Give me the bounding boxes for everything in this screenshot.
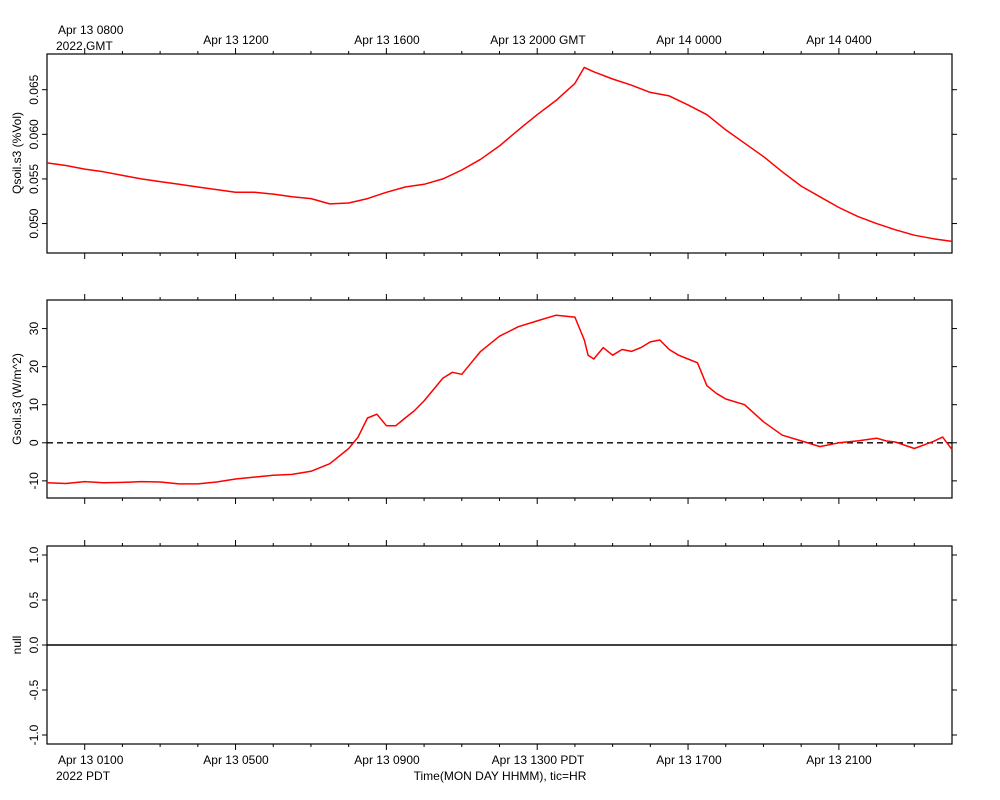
y-tick-label: 20 bbox=[27, 360, 41, 374]
panel-null: null -1.0 -0.5 0.0 0.5 1.0 bbox=[10, 540, 957, 750]
top-axis-label: Apr 13 1200 bbox=[203, 33, 269, 47]
y-tick-label: 1.0 bbox=[27, 546, 41, 563]
y-tick-label: 0.060 bbox=[27, 119, 41, 149]
series-line bbox=[46, 314, 953, 485]
top-axis-label: Apr 14 0400 bbox=[806, 33, 872, 47]
top-axis-labels: Apr 13 0800 2022 GMT Apr 13 1200 Apr 13 … bbox=[56, 23, 872, 53]
y-tick-label: 0.055 bbox=[27, 164, 41, 194]
y-tick-label: 0 bbox=[27, 439, 41, 446]
y-tick-label: -10 bbox=[27, 472, 41, 490]
bottom-axis-label: Apr 13 1300 PDT bbox=[492, 753, 585, 767]
y-tick-label: 0.065 bbox=[27, 74, 41, 104]
bottom-axis-label: Apr 13 0900 bbox=[354, 753, 420, 767]
x-axis-title: Time(MON DAY HHMM), tic=HR bbox=[414, 769, 587, 783]
panel-soil-moisture: Qsoil.s3 (%Vol) 0.050 0.055 0.060 0.065 bbox=[10, 48, 957, 259]
panel-soil-heat-flux: Gsoil.s3 (W/m^2) -10 0 10 20 30 bbox=[10, 294, 957, 504]
bottom-axis-label: Apr 13 2100 bbox=[806, 753, 872, 767]
top-axis-label: Apr 13 1600 bbox=[354, 33, 420, 47]
y-tick-label: -1.0 bbox=[27, 724, 41, 745]
bottom-axis-labels: Apr 13 0100 2022 PDT Apr 13 0500 Apr 13 … bbox=[56, 753, 872, 783]
y-tick-label: 0.5 bbox=[27, 591, 41, 608]
y-axis-title: Gsoil.s3 (W/m^2) bbox=[10, 353, 24, 445]
top-axis-label: Apr 14 0000 bbox=[656, 33, 722, 47]
y-tick-label: 0.0 bbox=[27, 636, 41, 653]
y-tick-label: 10 bbox=[27, 398, 41, 412]
y-tick-label: 0.050 bbox=[27, 208, 41, 238]
bottom-axis-first-label: Apr 13 0100 bbox=[58, 753, 124, 767]
y-axis-title: null bbox=[10, 636, 24, 655]
bottom-axis-label: Apr 13 0500 bbox=[203, 753, 269, 767]
plot-frame bbox=[46, 53, 953, 254]
bottom-axis-year-label: 2022 PDT bbox=[56, 769, 111, 783]
plot-frame bbox=[46, 299, 953, 499]
top-axis-year-label: 2022 GMT bbox=[56, 39, 113, 53]
y-tick-label: 30 bbox=[27, 322, 41, 336]
series-line bbox=[46, 66, 953, 243]
y-tick-label: -0.5 bbox=[27, 679, 41, 700]
y-axis-title: Qsoil.s3 (%Vol) bbox=[10, 112, 24, 194]
top-axis-label: Apr 13 2000 GMT bbox=[490, 33, 586, 47]
top-axis-first-label: Apr 13 0800 bbox=[58, 23, 124, 37]
bottom-axis-label: Apr 13 1700 bbox=[656, 753, 722, 767]
